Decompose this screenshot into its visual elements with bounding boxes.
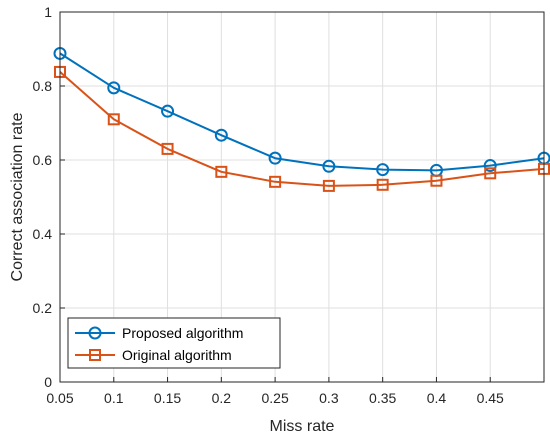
data-point: [484, 167, 497, 180]
x-tick-label: 0.4: [427, 390, 447, 406]
data-point: [376, 178, 389, 191]
series-original: [54, 65, 550, 192]
y-tick-label: 0.6: [33, 152, 53, 168]
data-point: [161, 142, 174, 155]
y-tick-label: 0.4: [33, 226, 53, 242]
legend-label-original: Original algorithm: [122, 347, 232, 363]
legend-marker-proposed: [88, 326, 102, 340]
series-layer: [53, 46, 550, 192]
data-point: [161, 104, 175, 118]
x-tick-label: 0.05: [46, 390, 73, 406]
y-tick-label: 0.2: [33, 300, 53, 316]
x-tick-label: 0.35: [369, 390, 396, 406]
x-tick-label: 0.45: [477, 390, 504, 406]
y-axis-label: Correct association rate: [9, 112, 26, 281]
plot-border: [59, 11, 545, 383]
legend-box: [67, 317, 281, 369]
y-tick-label: 0: [44, 374, 52, 390]
series-line: [59, 71, 545, 187]
y-tick-label: 1: [44, 4, 52, 20]
x-tick-label: 0.2: [212, 390, 232, 406]
data-point: [269, 175, 282, 188]
x-tick-label: 0.15: [154, 390, 181, 406]
legend-label-proposed: Proposed algorithm: [122, 325, 243, 341]
data-point: [322, 159, 336, 173]
data-point: [322, 179, 335, 192]
x-tick-label: 0.25: [261, 390, 288, 406]
data-point: [483, 159, 497, 173]
y-tick-label: 0.8: [33, 78, 53, 94]
data-point: [215, 165, 228, 178]
axis-ticks: 0.05 0.1 0.15 0.2 0.25 0.3 0.35 0.4 0.45 0 0.2 0.4 0…: [33, 4, 505, 406]
x-tick-label: 0.1: [104, 390, 124, 406]
series-proposed: [53, 46, 550, 177]
legend: Proposed algorithm Original algorithm: [67, 317, 281, 369]
data-point: [430, 174, 443, 187]
data-point: [107, 113, 120, 126]
x-axis-label: Miss rate: [270, 418, 335, 435]
data-point: [214, 128, 228, 142]
x-tick-label: 0.3: [319, 390, 339, 406]
data-point: [268, 151, 282, 165]
data-point: [376, 163, 390, 177]
legend-marker-original: [89, 349, 101, 361]
data-point: [107, 81, 121, 95]
series-line: [59, 52, 545, 172]
